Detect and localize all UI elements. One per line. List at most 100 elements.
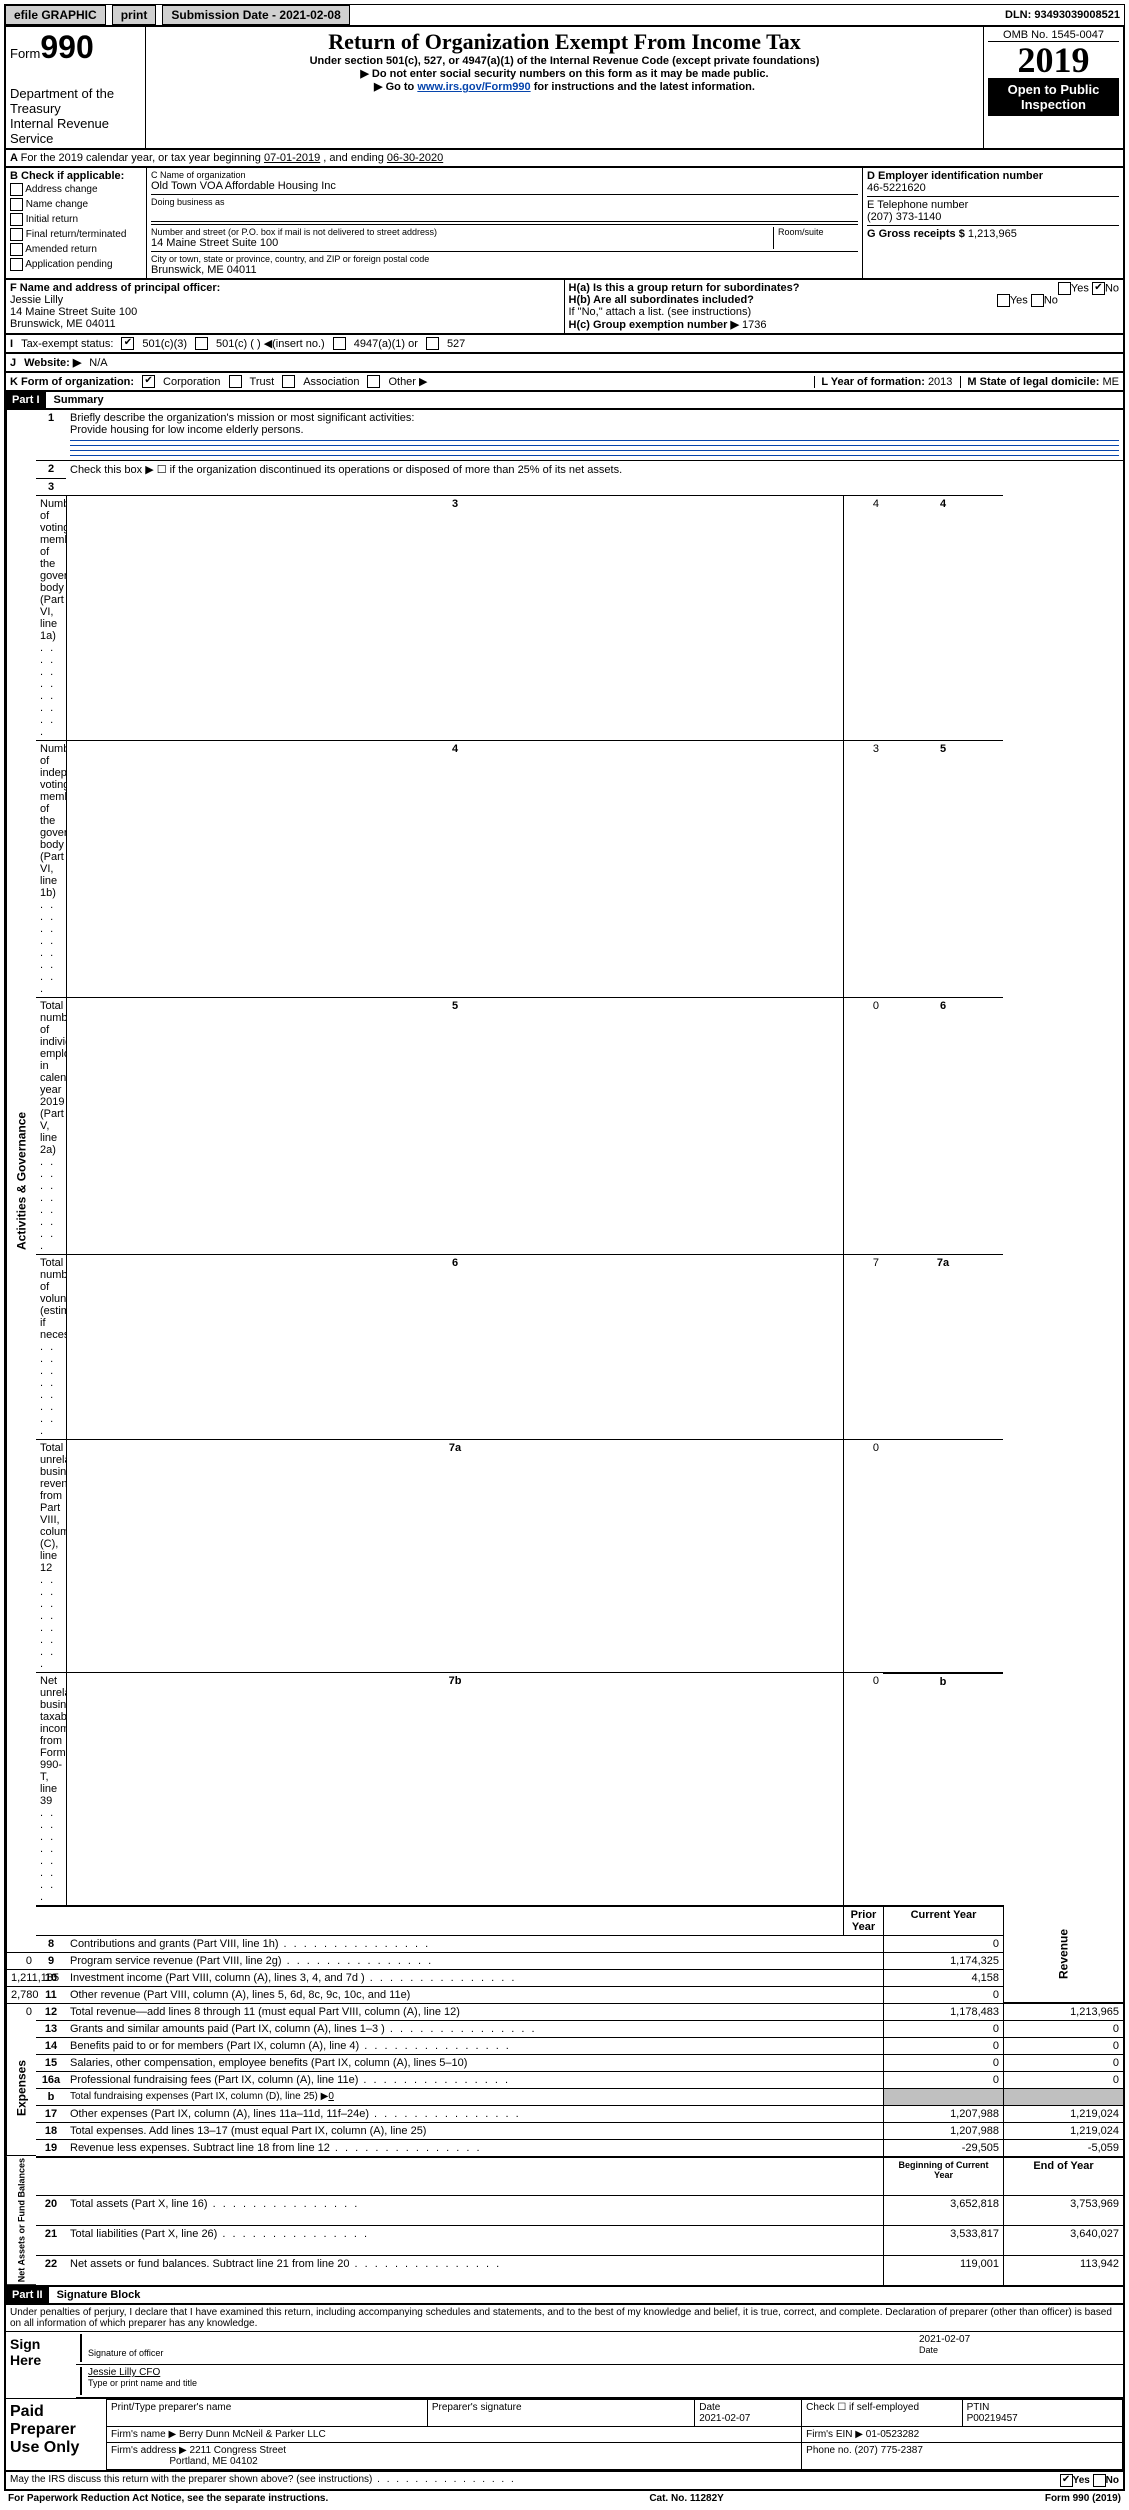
q1-answer: Provide housing for low income elderly p…	[70, 424, 304, 436]
open-public-badge: Open to Public Inspection	[988, 78, 1119, 116]
city-label: City or town, state or province, country…	[151, 254, 858, 264]
officer-addr1: 14 Maine Street Suite 100	[10, 306, 560, 318]
tax-exempt-row: I Tax-exempt status: 501(c)(3) 501(c) ( …	[4, 335, 1125, 354]
cb-corporation[interactable]	[142, 375, 155, 388]
efile-button[interactable]: efile GRAPHIC	[5, 5, 106, 25]
firm-ein: 01-0523282	[866, 2429, 919, 2440]
officer-addr2: Brunswick, ME 04011	[10, 318, 560, 330]
ha-row: H(a) Is this a group return for subordin…	[569, 282, 1120, 294]
form-header: Form990 Department of the Treasury Inter…	[4, 26, 1125, 150]
top-toolbar: efile GRAPHIC print Submission Date - 20…	[4, 4, 1125, 26]
prep-name-label: Print/Type preparer's name	[107, 2400, 428, 2427]
cb-other[interactable]	[367, 375, 380, 388]
sig-date: 2021-02-07	[919, 2334, 1119, 2345]
cb-4947[interactable]	[333, 337, 346, 350]
cb-association[interactable]	[282, 375, 295, 388]
sig-officer-label: Signature of officer	[88, 2348, 919, 2358]
check-self-employed[interactable]: Check ☐ if self-employed	[802, 2400, 962, 2427]
sign-here-label: Sign Here	[6, 2332, 76, 2398]
cb-initial-return[interactable]: Initial return	[10, 212, 142, 227]
cb-amended[interactable]: Amended return	[10, 242, 142, 257]
officer-name-title: Jessie Lilly CFO	[88, 2367, 1119, 2378]
cb-527[interactable]	[426, 337, 439, 350]
col-prior: Prior Year	[843, 1905, 883, 1935]
col-end: End of Year	[1003, 2156, 1123, 2195]
cb-discuss-no[interactable]	[1093, 2474, 1106, 2487]
col-begin: Beginning of Current Year	[883, 2156, 1003, 2195]
firm-name: Berry Dunn McNeil & Parker LLC	[179, 2429, 326, 2440]
date-label: Date	[919, 2345, 1119, 2355]
firm-addr2: Portland, ME 04102	[169, 2456, 257, 2467]
cb-address-change[interactable]: Address change	[10, 182, 142, 197]
tax-year: 2019	[988, 42, 1119, 78]
cb-name-change[interactable]: Name change	[10, 197, 142, 212]
firm-phone: (207) 775-2387	[855, 2445, 923, 2456]
hb-row: H(b) Are all subordinates included? Yes …	[569, 294, 1120, 306]
note-link: ▶ Go to www.irs.gov/Form990 for instruct…	[150, 80, 979, 93]
footer-left: For Paperwork Reduction Act Notice, see …	[8, 2493, 328, 2504]
hc-row: H(c) Group exemption number ▶ 1736	[569, 318, 1120, 331]
footer-cat: Cat. No. 11282Y	[649, 2493, 723, 2504]
form-number: 990	[40, 29, 93, 65]
box-c-label: C Name of organization	[151, 170, 858, 180]
cb-discuss-yes[interactable]	[1060, 2474, 1073, 2487]
form-title: Return of Organization Exempt From Incom…	[150, 29, 979, 55]
box-g: G Gross receipts $ 1,213,965	[867, 225, 1119, 240]
street-address: 14 Maine Street Suite 100	[151, 237, 773, 249]
phone-value: (207) 373-1140	[867, 211, 1119, 223]
officer-name: Jessie Lilly	[10, 294, 560, 306]
cb-501c3[interactable]	[121, 337, 134, 350]
dln-label: DLN: 93493039008521	[1005, 9, 1124, 21]
footer-right: Form 990 (2019)	[1045, 2493, 1121, 2504]
prep-sig-label: Preparer's signature	[427, 2400, 694, 2427]
page-footer: For Paperwork Reduction Act Notice, see …	[4, 2491, 1125, 2506]
box-b-label: B Check if applicable:	[10, 170, 142, 182]
discuss-row: May the IRS discuss this return with the…	[4, 2472, 1125, 2491]
print-button[interactable]: print	[112, 5, 157, 25]
firm-addr1: 2211 Congress Street	[190, 2445, 287, 2456]
addr-label: Number and street (or P.O. box if mail i…	[151, 227, 773, 237]
hb-note: If "No," attach a list. (see instruction…	[569, 306, 1120, 318]
room-label: Room/suite	[778, 227, 858, 237]
form-subtitle: Under section 501(c), 527, or 4947(a)(1)…	[150, 55, 979, 67]
city-value: Brunswick, ME 04011	[151, 264, 858, 276]
part2-header: Part II Signature Block	[4, 2287, 1125, 2305]
officer-block: F Name and address of principal officer:…	[4, 280, 1125, 335]
line-a: A For the 2019 calendar year, or tax yea…	[4, 150, 1125, 168]
cb-trust[interactable]	[229, 375, 242, 388]
summary-table: Activities & Governance 1 Briefly descri…	[4, 410, 1125, 2287]
irs-label: Internal Revenue Service	[10, 116, 141, 146]
cb-application-pending[interactable]: Application pending	[10, 257, 142, 272]
side-governance: Activities & Governance	[6, 410, 36, 1952]
side-revenue: Revenue	[1003, 1905, 1123, 2003]
side-expenses: Expenses	[6, 2020, 36, 2156]
submission-date-button[interactable]: Submission Date - 2021-02-08	[162, 5, 349, 25]
part1-header: Part I Summary	[4, 392, 1125, 410]
box-d-label: D Employer identification number	[867, 170, 1119, 182]
instructions-link[interactable]: www.irs.gov/Form990	[417, 81, 530, 93]
org-name: Old Town VOA Affordable Housing Inc	[151, 180, 858, 192]
q1-label: Briefly describe the organization's miss…	[70, 412, 414, 424]
form-prefix: Form	[10, 46, 40, 61]
note-ssn: ▶ Do not enter social security numbers o…	[150, 67, 979, 80]
col-current: Current Year	[883, 1905, 1003, 1935]
box-e-label: E Telephone number	[867, 196, 1119, 211]
cb-501c[interactable]	[195, 337, 208, 350]
dba-label: Doing business as	[151, 194, 858, 207]
dept-label: Department of the Treasury	[10, 86, 141, 116]
dba-value	[151, 207, 858, 222]
signature-block: Under penalties of perjury, I declare th…	[4, 2305, 1125, 2472]
q2-text: Check this box ▶ ☐ if the organization d…	[66, 460, 1123, 478]
box-f-label: F Name and address of principal officer:	[10, 282, 560, 294]
cb-final-return[interactable]: Final return/terminated	[10, 227, 142, 242]
entity-block: B Check if applicable: Address change Na…	[4, 168, 1125, 280]
form-org-row: K Form of organization: Corporation Trus…	[4, 373, 1125, 392]
ptin-value: P00219457	[967, 2413, 1018, 2424]
perjury-text: Under penalties of perjury, I declare th…	[6, 2305, 1123, 2331]
paid-preparer-label: Paid Preparer Use Only	[6, 2399, 106, 2470]
preparer-table: Print/Type preparer's name Preparer's si…	[106, 2399, 1123, 2470]
website-row: J Website: ▶ N/A	[4, 354, 1125, 373]
type-name-label: Type or print name and title	[88, 2378, 1119, 2388]
side-net-assets: Net Assets or Fund Balances	[6, 2156, 36, 2285]
ein-value: 46-5221620	[867, 182, 1119, 194]
